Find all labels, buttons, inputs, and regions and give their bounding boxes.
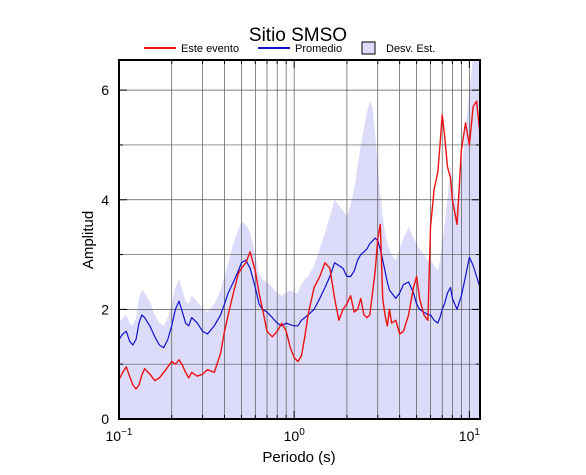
y-tick-label-4: 4 — [101, 192, 109, 208]
y-tick-label-6: 6 — [101, 82, 109, 98]
desv-est-band — [119, 60, 480, 419]
legend-desv-est-label: Desv. Est. — [386, 43, 435, 55]
chart-title: Sitio SMSO — [249, 25, 347, 46]
y-tick-label-2: 2 — [101, 301, 109, 317]
legend-promedio-label: Promedio — [295, 43, 342, 55]
y-tick-label-0: 0 — [101, 411, 109, 427]
x-tick-label-1: 100 — [284, 427, 306, 444]
legend-desv-est-swatch — [361, 41, 376, 55]
plot-frame — [118, 59, 481, 420]
x-tick-label-0: 10−1 — [106, 427, 133, 444]
x-axis-label: Periodo (s) — [262, 449, 335, 466]
y-axis-label: Amplitud — [80, 211, 97, 269]
legend: Este evento Promedio Desv. Est. — [144, 41, 435, 55]
legend-este-evento-label: Este evento — [181, 43, 239, 55]
x-tick-label-2: 101 — [459, 427, 481, 444]
series-line-este-evento — [119, 100, 480, 390]
